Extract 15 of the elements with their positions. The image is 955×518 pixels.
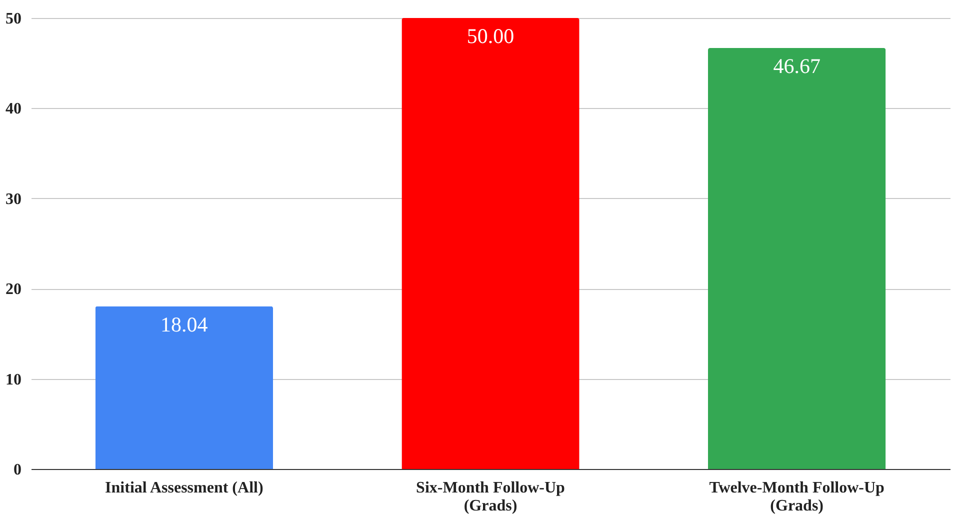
data-label: 50.00 [466,24,514,48]
data-label: 46.67 [773,54,820,78]
data-label: 18.04 [160,312,208,336]
y-tick-label: 10 [6,371,22,388]
x-tick-label: Initial Assessment (All) [105,480,264,496]
x-tick-label: Twelve-Month Follow-Up (Grads) [709,480,885,514]
y-tick-label: 30 [6,190,22,208]
y-tick-label: 0 [14,462,22,478]
bar [708,48,886,469]
x-tick-label: Six-Month Follow-Up (Grads) [416,480,566,514]
bar [95,306,274,469]
bar [402,18,580,469]
y-tick-label: 50 [6,10,22,28]
y-tick-label: 20 [6,281,22,298]
y-tick-label: 40 [6,100,22,118]
